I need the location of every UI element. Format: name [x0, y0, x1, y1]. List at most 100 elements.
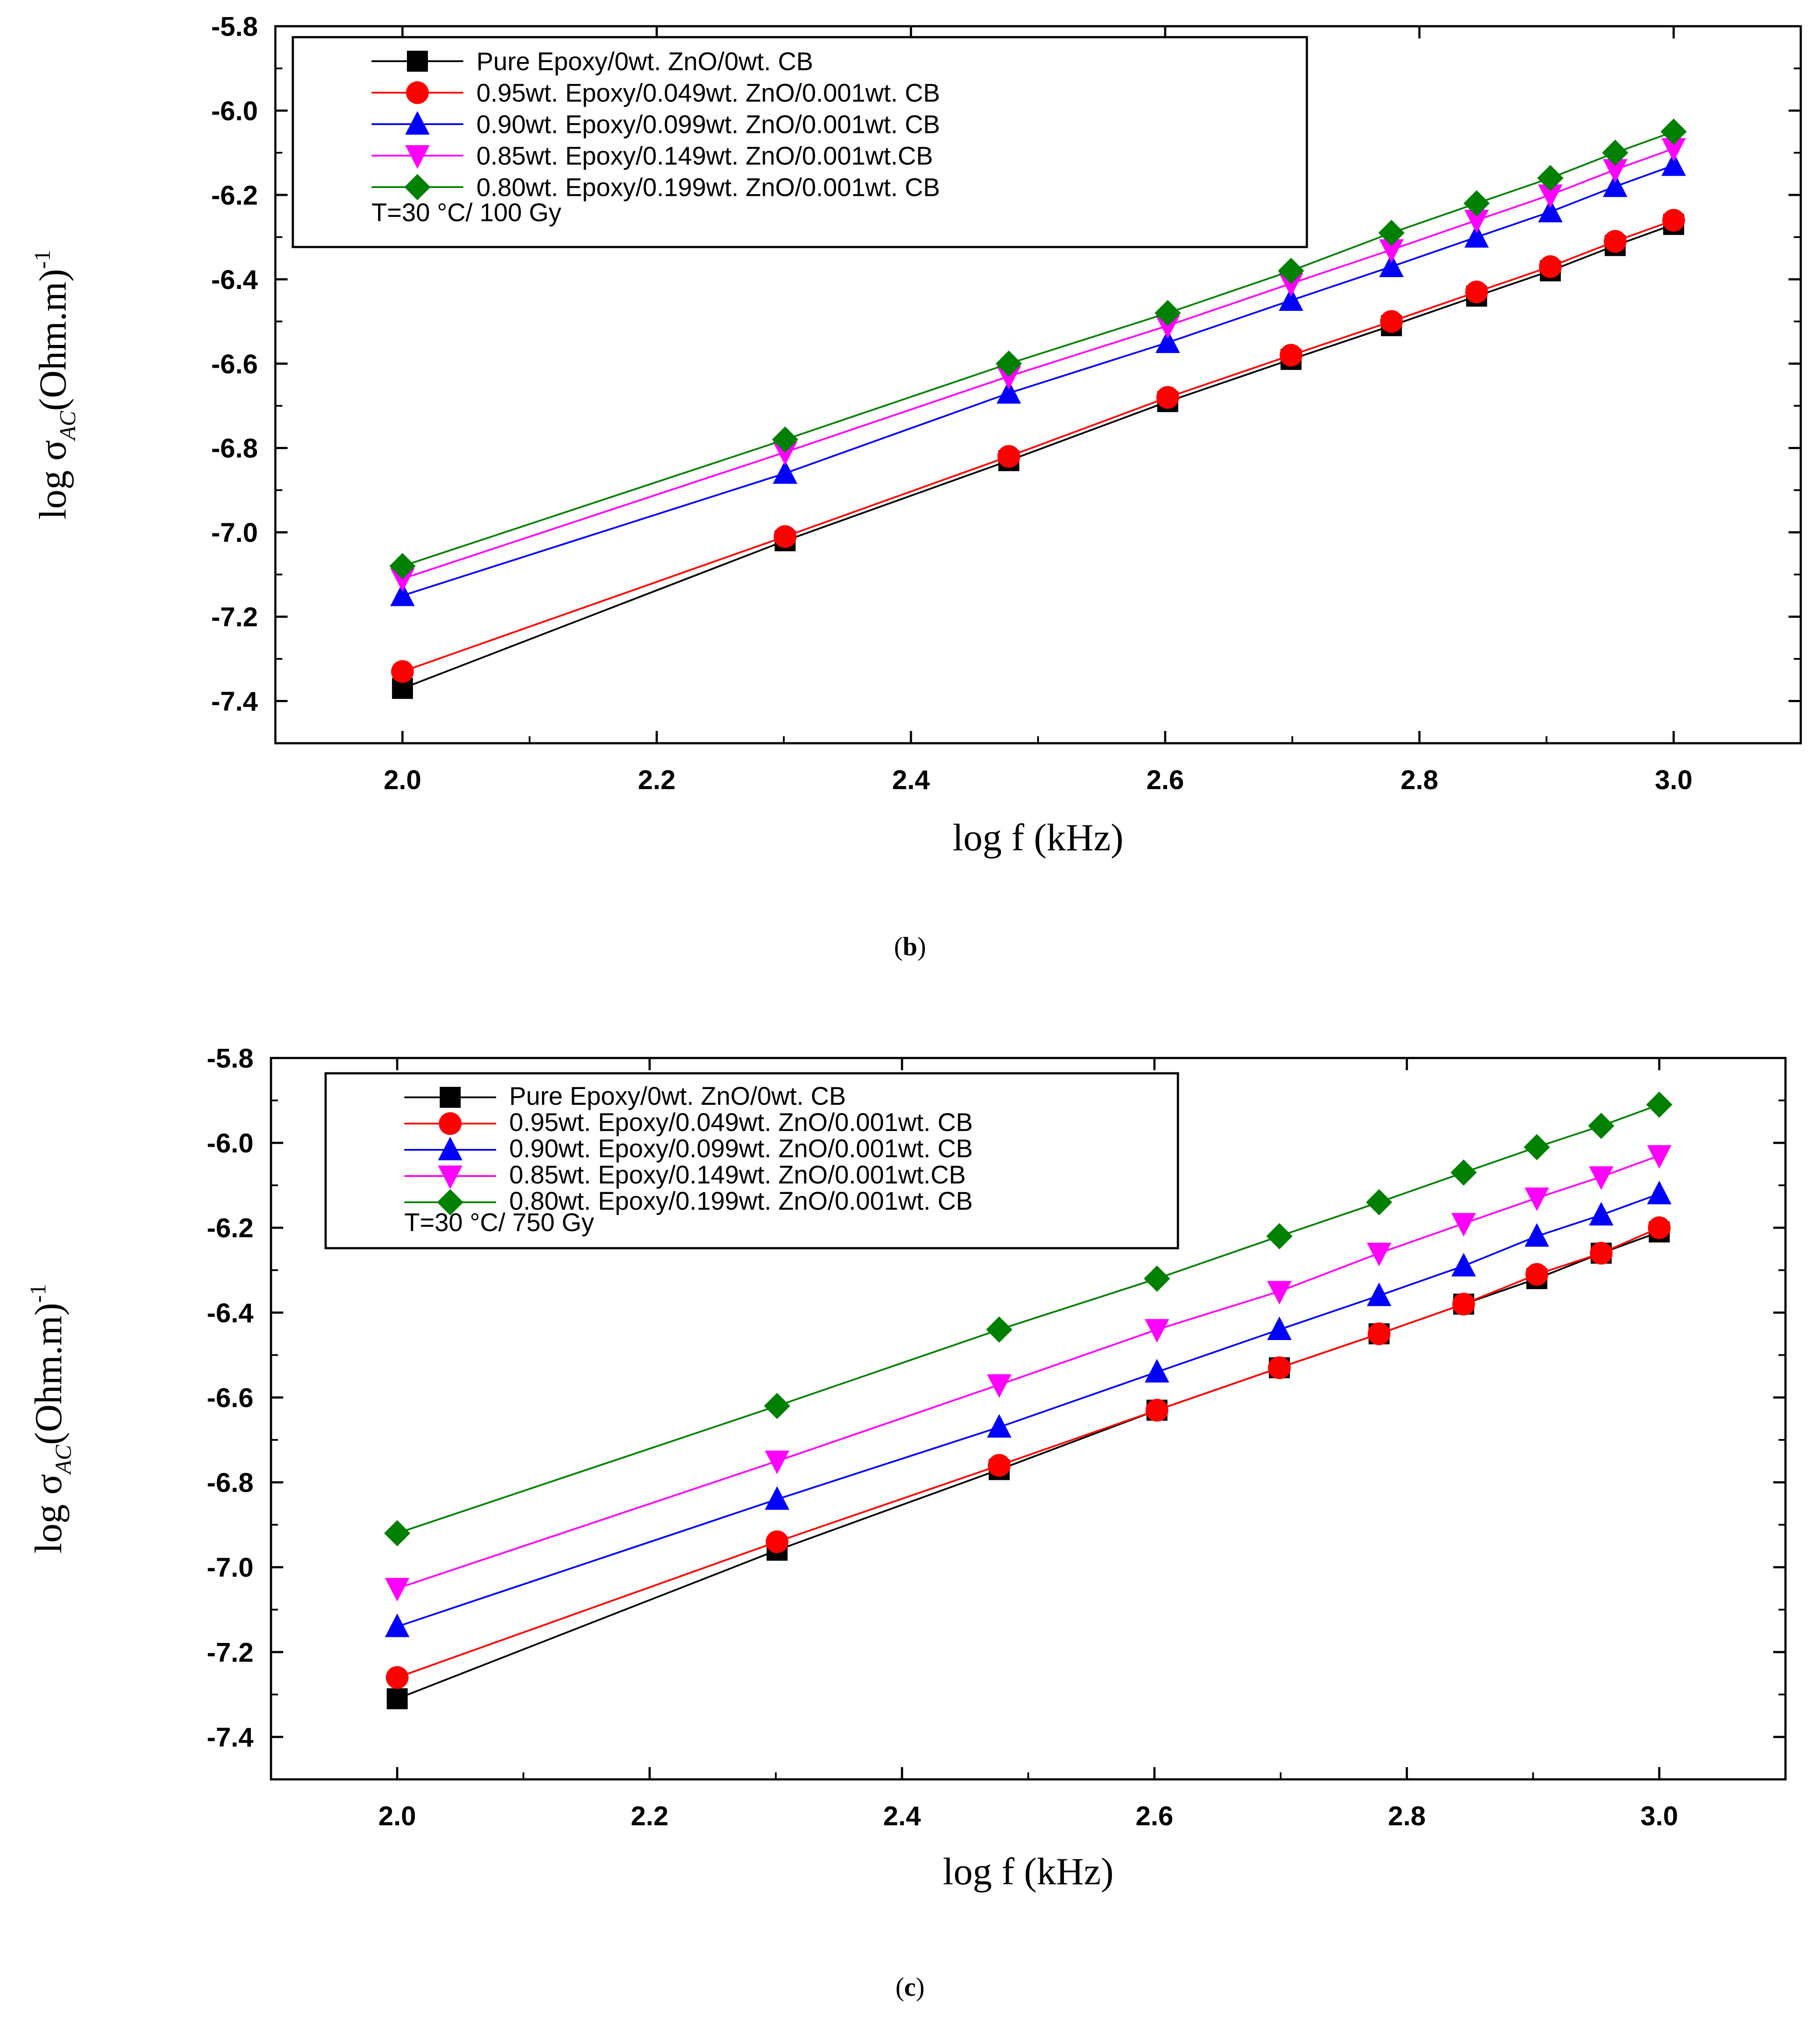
- data-point-3-1: [773, 442, 798, 466]
- x-axis-title: log f (kHz): [943, 1851, 1114, 1893]
- data-point-3-2: [987, 1374, 1012, 1398]
- y-axis-title: log σAC(Ohm.m)-1: [26, 1284, 76, 1554]
- y-axis-title-main: log σ: [28, 1474, 70, 1553]
- data-point-4-4: [1266, 1223, 1293, 1249]
- y-tick-label: -7.0: [211, 518, 258, 548]
- y-tick-label: -6.6: [207, 1383, 254, 1413]
- data-point-4-5: [1378, 219, 1405, 246]
- caption-close: ): [916, 1973, 924, 2001]
- y-axis-title-unit: (Ohm.m): [28, 1303, 70, 1445]
- data-point-3-0: [390, 568, 415, 592]
- series-line-1: [402, 219, 1674, 672]
- data-point-4-2: [996, 350, 1022, 377]
- legend-box: [324, 1072, 1179, 1249]
- legend-entry-1: 0.95wt. Epoxy/0.049wt. ZnO/0.001wt. CB: [476, 79, 940, 107]
- panel-b: -5.8 -6.0 -6.2 -6.4 -6.6 -6.8 -7.0 -7.2 -7.4 2.0 2…: [30, 12, 1802, 961]
- data-point-4-3: [1154, 300, 1181, 326]
- legend-note: T=30 °C/ 750 Gy: [404, 1208, 594, 1237]
- y-tick-label: -6.0: [207, 1128, 254, 1159]
- y-tick-label: -5.8: [211, 12, 258, 42]
- data-point-3-8: [1589, 1166, 1614, 1190]
- data-point-2-2: [987, 1414, 1012, 1438]
- y-axis-title-unit: (Ohm.m): [32, 269, 74, 411]
- y-tick-label: -7.2: [207, 1638, 254, 1668]
- data-point-1-0: [386, 1666, 409, 1689]
- data-point-4-7: [1524, 1134, 1550, 1160]
- data-point-1-7: [1539, 255, 1562, 278]
- data-point-3-3: [1155, 315, 1180, 339]
- y-tick-label: -7.2: [211, 602, 258, 633]
- y-axis-title-sup: -1: [26, 1284, 51, 1303]
- y-tick-label: -6.4: [211, 265, 258, 295]
- data-point-2-3: [1155, 329, 1180, 353]
- data-point-4-0: [384, 1520, 410, 1547]
- x-tick-label: 2.8: [1388, 1801, 1426, 1831]
- x-tick-label: 2.0: [384, 765, 421, 795]
- data-point-1-5: [1380, 310, 1403, 333]
- x-tick-label: 2.8: [1400, 765, 1438, 795]
- legend-note: T=30 °C/ 100 Gy: [372, 198, 561, 227]
- data-point-3-7: [1538, 184, 1563, 208]
- data-point-1-1: [765, 1530, 788, 1553]
- data-point-3-4: [1278, 273, 1303, 297]
- data-point-1-4: [1268, 1356, 1291, 1379]
- caption-open: (: [896, 1973, 904, 2001]
- y-tick-label: -6.2: [211, 181, 258, 211]
- y-tick-label: -7.0: [207, 1553, 254, 1583]
- y-tick-label: -6.8: [211, 434, 258, 464]
- x-tick-label: 2.0: [379, 1801, 416, 1831]
- data-point-2-6: [1451, 1253, 1476, 1277]
- legend-entry-3: 0.85wt. Epoxy/0.149wt. ZnO/0.001wt.CB: [476, 142, 933, 170]
- data-point-2-9: [1647, 1180, 1672, 1204]
- data-point-3-3: [1145, 1319, 1170, 1343]
- series-line-3: [402, 147, 1674, 580]
- legend-marker-2: [405, 111, 430, 135]
- data-point-4-9: [1646, 1091, 1673, 1118]
- data-point-3-6: [1451, 1213, 1476, 1237]
- data-point-1-8: [1590, 1242, 1613, 1265]
- data-point-4-5: [1366, 1189, 1393, 1215]
- legend-marker-1: [406, 81, 429, 104]
- series-line-2: [402, 164, 1674, 597]
- legend-box: [292, 36, 1308, 248]
- data-point-2-5: [1367, 1282, 1392, 1306]
- caption-letter: b: [903, 932, 917, 961]
- legend-entry-2: 0.90wt. Epoxy/0.099wt. ZnO/0.001wt. CB: [476, 110, 940, 139]
- data-point-1-6: [1452, 1292, 1475, 1316]
- data-point-1-1: [774, 525, 797, 548]
- data-point-1-4: [1279, 344, 1302, 367]
- x-tick-label: 2.4: [892, 765, 930, 795]
- data-point-4-0: [389, 553, 416, 579]
- series-line-4: [397, 1103, 1660, 1534]
- legend-entry-4: 0.80wt. Epoxy/0.199wt. ZnO/0.001wt. CB: [509, 1187, 973, 1215]
- data-point-4-6: [1450, 1159, 1477, 1186]
- x-tick-label: 3.0: [1655, 765, 1692, 795]
- y-axis-title-sup: -1: [30, 250, 55, 269]
- data-point-4-2: [986, 1316, 1013, 1343]
- y-axis-title: log σAC(Ohm.m)-1: [30, 250, 80, 520]
- data-point-2-3: [1145, 1359, 1170, 1383]
- x-tick-label: 3.0: [1640, 1801, 1678, 1831]
- y-tick-label: -6.0: [211, 96, 258, 126]
- y-tick-label: -5.8: [207, 1044, 254, 1074]
- y-tick-label: -7.4: [211, 687, 258, 717]
- data-point-4-4: [1278, 258, 1304, 284]
- data-point-3-0: [385, 1578, 410, 1602]
- legend-marker-1: [439, 1112, 462, 1135]
- data-point-2-1: [764, 1486, 789, 1510]
- data-point-4-8: [1588, 1113, 1615, 1139]
- data-point-1-6: [1465, 280, 1488, 303]
- data-point-2-0: [385, 1613, 410, 1637]
- data-point-4-6: [1463, 190, 1490, 217]
- legend-entry-1: 0.95wt. Epoxy/0.049wt. ZnO/0.001wt. CB: [509, 1108, 973, 1137]
- data-point-3-5: [1379, 239, 1404, 263]
- x-tick-label: 2.4: [883, 1801, 921, 1831]
- data-point-1-9: [1648, 1216, 1671, 1239]
- caption-letter: c: [904, 1973, 916, 2001]
- y-tick-label: -6.6: [211, 349, 258, 379]
- data-point-4-3: [1144, 1265, 1170, 1292]
- data-point-2-1: [773, 460, 798, 484]
- legend-entry-0: Pure Epoxy/0wt. ZnO/0wt. CB: [476, 47, 813, 76]
- y-tick-label: -6.8: [207, 1468, 254, 1498]
